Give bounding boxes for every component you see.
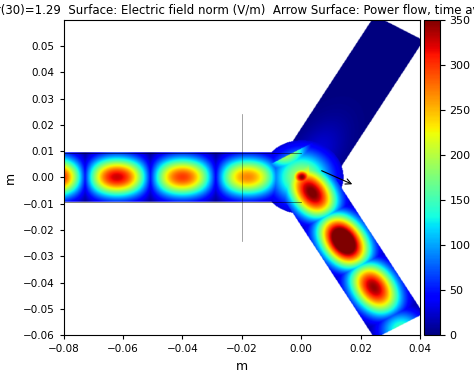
X-axis label: m: m [236,360,248,373]
Y-axis label: m: m [4,172,17,184]
Title: eps_r(30)=1.29  Surface: Electric field norm (V/m)  Arrow Surface: Power flow, t: eps_r(30)=1.29 Surface: Electric field n… [0,4,474,17]
